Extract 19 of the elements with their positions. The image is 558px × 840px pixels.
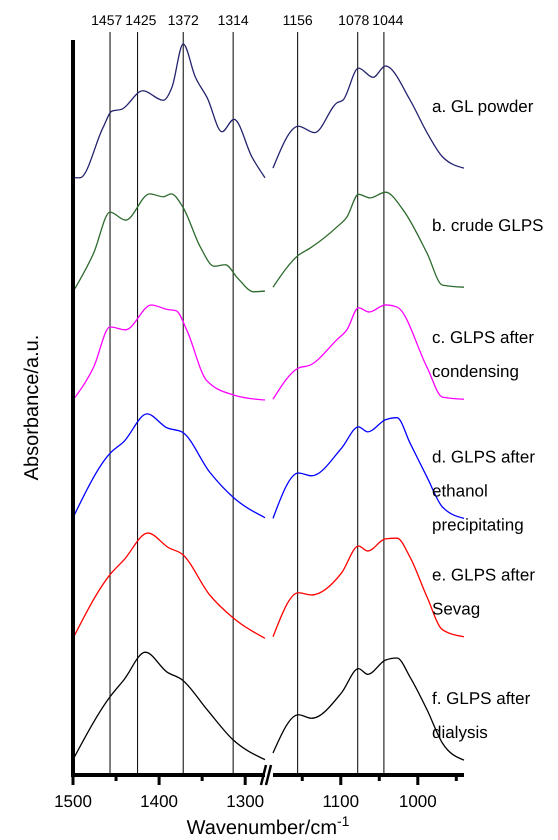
x-tick-label: 1400 [140,792,178,811]
x-tick-label: 1000 [398,792,437,811]
ref-line-label: 1372 [168,12,199,28]
ref-line-label: 1078 [338,12,370,28]
x-axis-title: Wavenumber/cm$^{-1}$ [186,813,350,839]
series-label: c. GLPS after condensing [432,328,534,382]
ref-line-label: 1314 [218,12,249,28]
ref-line-label: 1457 [91,12,123,28]
x-tick-label: 1300 [226,792,264,811]
ref-line-label: 1425 [125,12,157,28]
ref-line-label: 1156 [282,12,313,28]
series-label: e. GLPS after Sevag [432,566,536,619]
series-label: d. GLPS after ethanol precipitating [432,447,536,534]
x-tick-label: 1100 [322,792,360,811]
x-tick-label: 1500 [54,792,92,811]
ref-line-label: 1044 [372,12,404,28]
y-axis-title: Absorbance/a.u. [21,334,43,480]
series-label: a. GL powder [432,97,534,116]
series-label: b. crude GLPS [432,216,544,236]
